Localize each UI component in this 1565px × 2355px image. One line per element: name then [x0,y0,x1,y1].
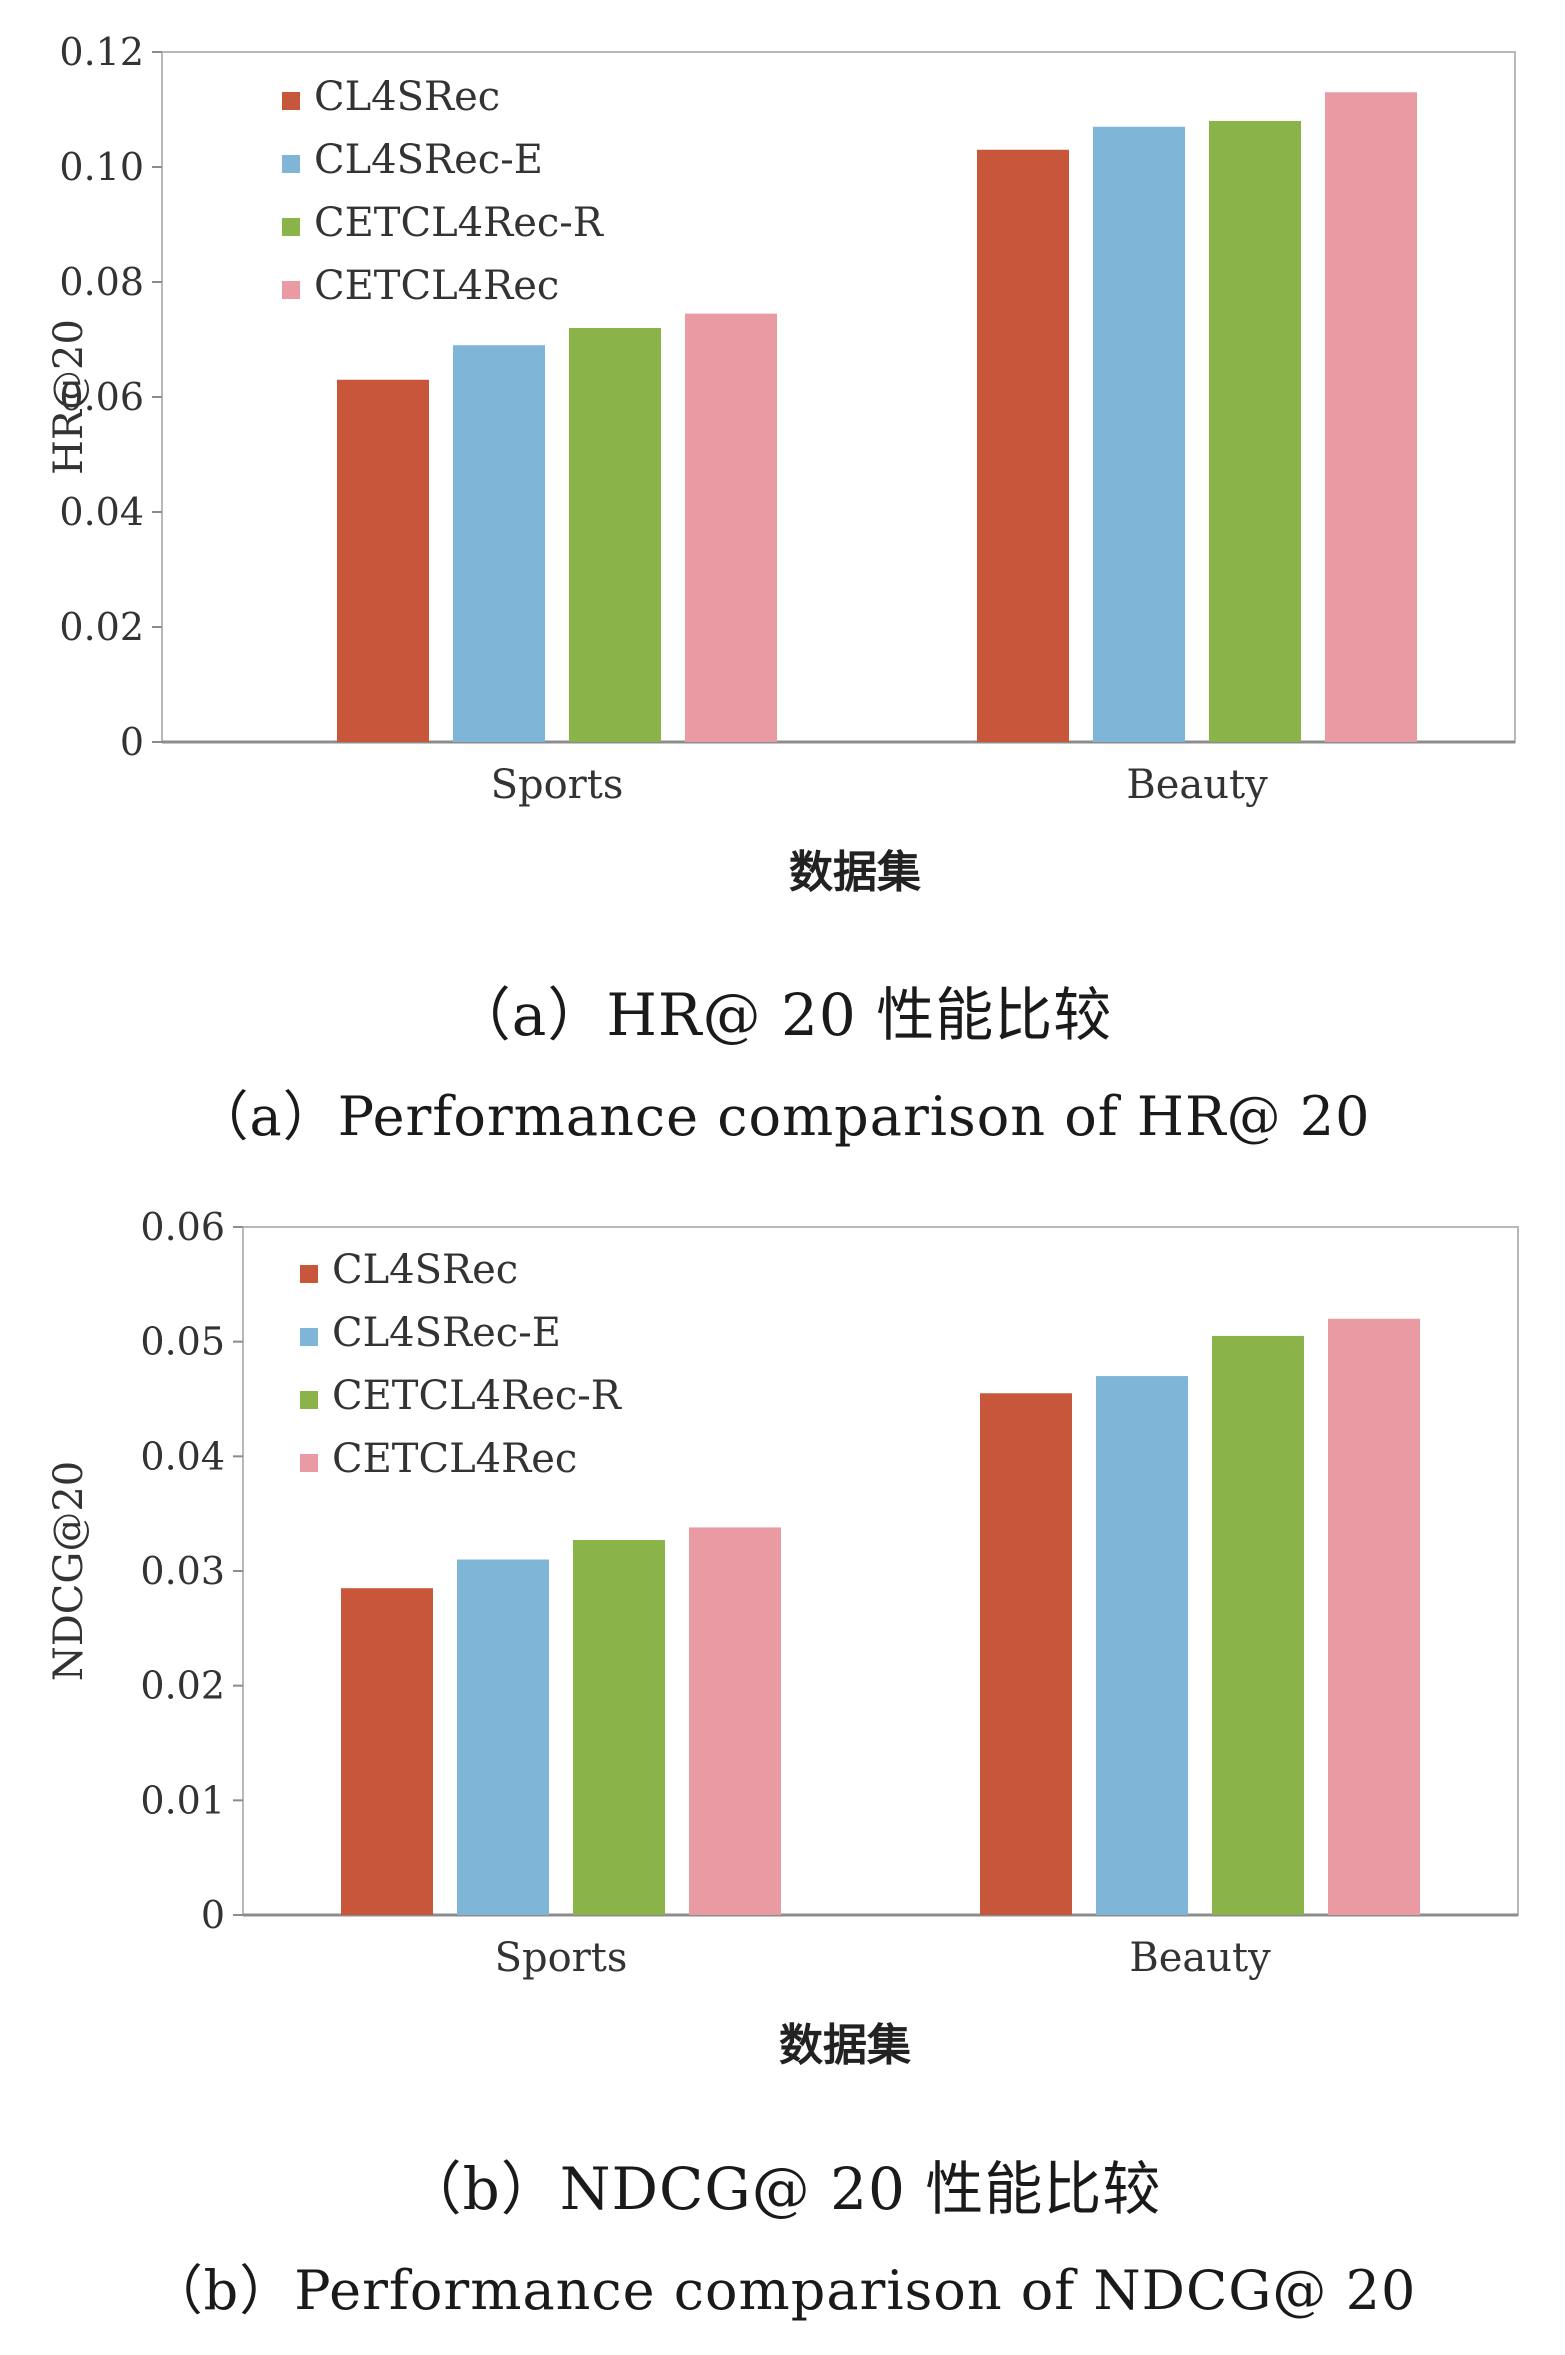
chart-a-legend-label: CETCL4Rec [314,263,559,309]
chart-b-bar-sports-cetcl4rec [689,1527,781,1915]
chart-a-bar-beauty-cl4srec-e [1093,126,1185,742]
chart-b-y-tick-label: 0.05 [140,1320,225,1364]
chart-b-bar-beauty-cetcl4rec-r [1212,1335,1304,1915]
chart-b-y-tick-label: 0.02 [140,1664,225,1708]
chart-b-bar-sports-cl4srec [341,1588,433,1915]
chart-a-bar-beauty-cl4srec [977,149,1069,742]
chart-b-x-tick-label: Sports [495,1935,628,1981]
chart-b-x-tick-label: Beauty [1129,1935,1271,1981]
chart-b-bar-beauty-cl4srec [980,1393,1072,1915]
chart-a-bar-sports-cetcl4rec-r [569,328,661,742]
caption-b-english: （b）Performance comparison of NDCG@ 20 [148,2259,1417,2322]
chart-b-legend-swatch [300,1265,318,1283]
chart-b-x-axis-title: 数据集 [779,2020,911,2071]
chart-b-legend-label: CETCL4Rec-R [332,1373,623,1419]
chart-b-legend-swatch [300,1454,318,1472]
chart-a-legend-label: CL4SRec-E [314,137,543,183]
chart-b-y-axis-title: NDCG@20 [46,1461,92,1682]
chart-a-y-tick-label: 0.06 [59,375,144,419]
chart-b-y-tick-label: 0 [201,1893,225,1937]
chart-b-y-tick-label: 0.06 [140,1205,225,1249]
chart-a-y-tick-label: 0.12 [59,30,144,74]
chart-a-x-tick-label: Sports [491,762,624,808]
caption-a-chinese: （a）HR@ 20 性能比较 [452,981,1113,1049]
chart-b-bar-beauty-cetcl4rec [1328,1318,1420,1915]
chart-b-bar-sports-cetcl4rec-r [573,1540,665,1915]
chart-a-legend-label: CETCL4Rec-R [314,200,605,246]
chart-a-legend-swatch [282,281,300,299]
chart-b-legend-swatch [300,1391,318,1409]
chart-a-y-axis-title: HR@20 [46,319,92,475]
chart-b-y-tick-label: 0.04 [140,1434,225,1478]
chart-b-legend-swatch [300,1328,318,1346]
chart-b-legend-label: CL4SRec [332,1247,518,1293]
chart-a-y-tick-label: 0.04 [59,490,144,534]
chart-b-legend-label: CL4SRec-E [332,1310,561,1356]
chart-a-legend-swatch [282,218,300,236]
chart-a-legend-swatch [282,92,300,110]
caption-a-english: （a）Performance comparison of HR@ 20 [194,1085,1371,1148]
ndcg-chart: 0 0.01 0.02 0.03 0.04 0.05 0.06 NDCG@20 Sports Be… [46,1205,1519,2071]
chart-a-bar-beauty-cetcl4rec [1325,92,1417,742]
chart-a-y-tick-label: 0.10 [59,145,144,189]
chart-a-y-tick-label: 0.02 [59,605,144,649]
chart-a-y-tick-label: 0 [120,720,144,764]
chart-a-x-axis-title: 数据集 [789,847,921,898]
chart-a-bar-beauty-cetcl4rec-r [1209,121,1301,742]
chart-a-legend-label: CL4SRec [314,74,500,120]
chart-b-bar-sports-cl4srec-e [457,1559,549,1915]
hr-chart: 0 0.02 0.04 0.06 0.08 0.10 0.12 HR@20 Sports Beau… [46,30,1516,898]
chart-a-legend-swatch [282,155,300,173]
chart-a-bar-sports-cl4srec-e [453,345,545,742]
chart-a-x-tick-label: Beauty [1126,762,1268,808]
chart-a-bar-sports-cl4srec [337,379,429,742]
caption-b-chinese: （b）NDCG@ 20 性能比较 [403,2155,1162,2223]
chart-a-bar-sports-cetcl4rec [685,313,777,742]
chart-a-y-tick-label: 0.08 [59,260,144,304]
chart-b-legend-label: CETCL4Rec [332,1436,577,1482]
chart-b-bar-beauty-cl4srec-e [1096,1376,1188,1915]
chart-b-y-tick-label: 0.03 [140,1549,225,1593]
chart-b-y-tick-label: 0.01 [140,1778,225,1822]
